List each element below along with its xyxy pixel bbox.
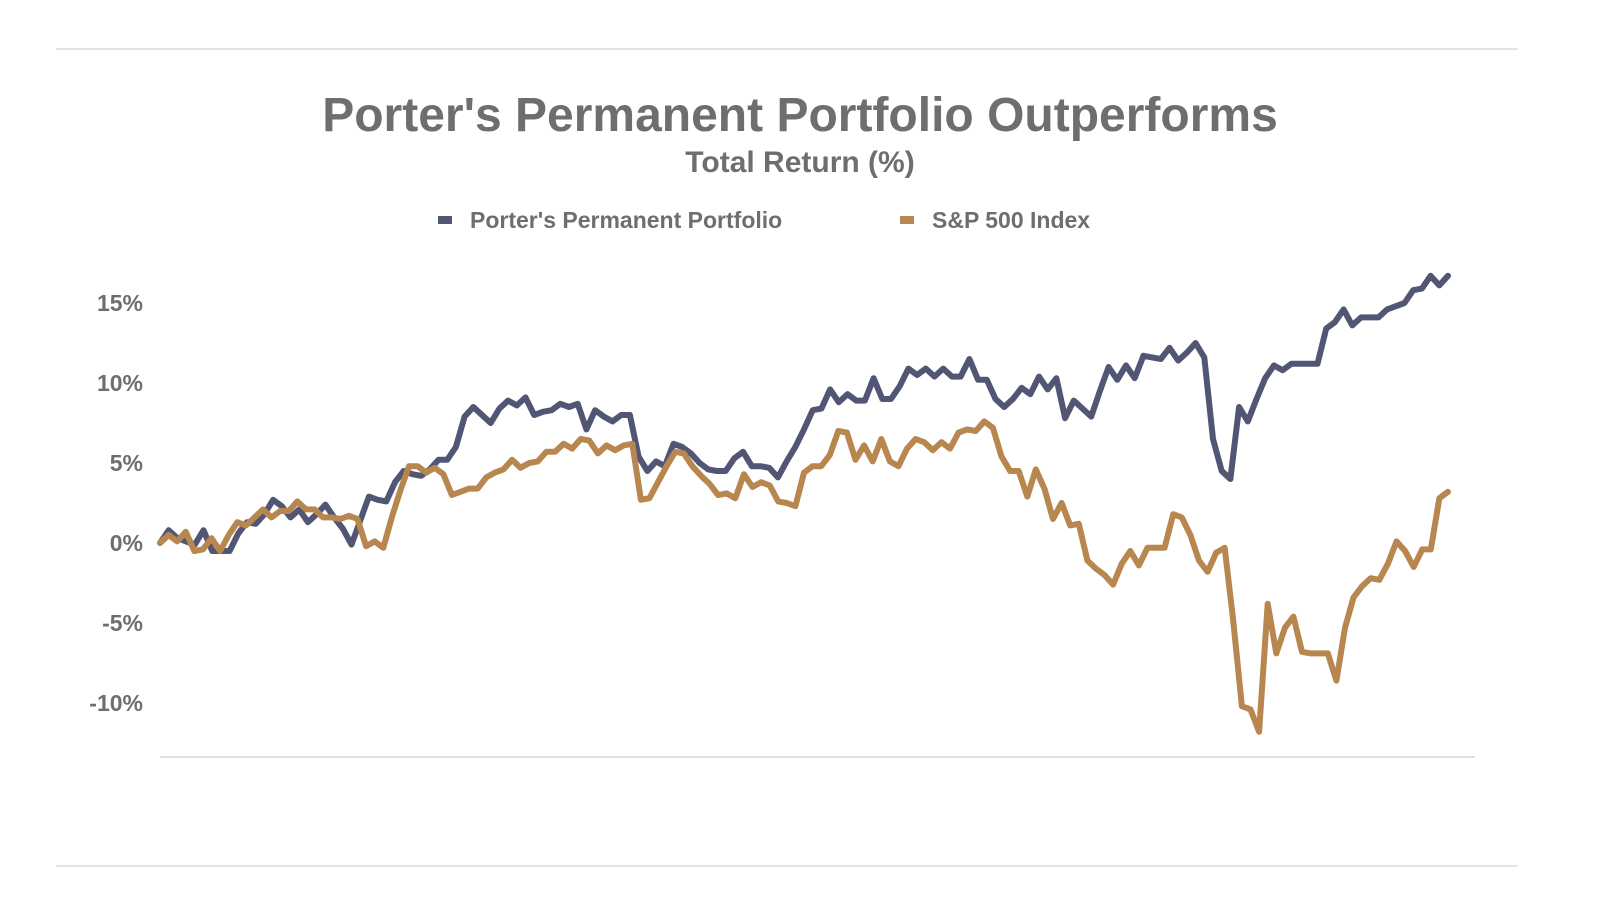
legend-item-sp500: S&P 500 Index xyxy=(900,205,1090,235)
series-line-portfolio xyxy=(157,272,1451,554)
legend-item-portfolio: Porter's Permanent Portfolio xyxy=(438,205,782,235)
chart-title: Porter's Permanent Portfolio Outperforms xyxy=(322,89,1278,142)
y-tick-label: 0% xyxy=(110,530,143,556)
y-tick-label: -10% xyxy=(89,690,143,716)
y-tick-label: -5% xyxy=(102,610,143,636)
series-line-sp500 xyxy=(157,418,1451,735)
legend-swatch-sp500 xyxy=(900,216,914,224)
legend-label-sp500: S&P 500 Index xyxy=(932,206,1091,233)
legend-swatch-portfolio xyxy=(438,216,452,224)
y-tick-label: 10% xyxy=(97,370,143,396)
top-divider xyxy=(56,48,1518,50)
chart-legend: Porter's Permanent Portfolio S&P 500 Ind… xyxy=(0,205,1600,235)
bottom-divider xyxy=(56,865,1518,867)
y-tick-label: 5% xyxy=(110,450,143,476)
legend-label-portfolio: Porter's Permanent Portfolio xyxy=(470,206,783,233)
y-tick-label: 15% xyxy=(97,290,143,316)
chart-subtitle: Total Return (%) xyxy=(685,146,915,179)
